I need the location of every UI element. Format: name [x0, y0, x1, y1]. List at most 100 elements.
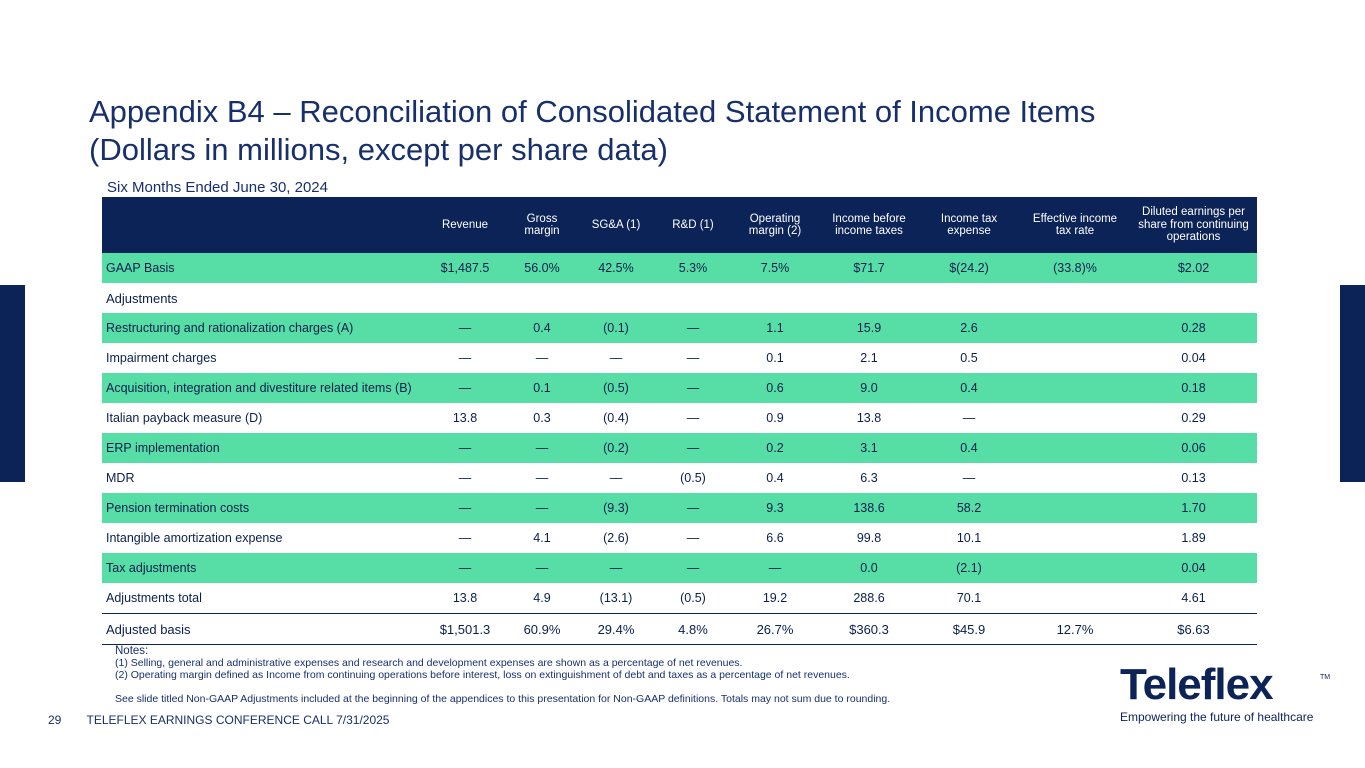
table-cell: (0.5)	[576, 373, 656, 403]
table-cell: (9.3)	[576, 493, 656, 523]
table-cell: 1.89	[1181, 531, 1206, 545]
table-cell: —	[458, 351, 472, 365]
table-cell: —	[609, 351, 623, 365]
table-cell: 0.4	[508, 313, 576, 343]
table-cell: —	[422, 313, 508, 343]
row-label: Adjustments total	[102, 583, 422, 614]
table-cell	[1020, 553, 1130, 583]
table-row-mdr: MDR — — — (0.5) 0.4 6.3 — 0.13	[102, 463, 1257, 493]
table-cell: 58.2	[918, 493, 1020, 523]
table-cell: —	[458, 471, 472, 485]
row-label: Intangible amortization expense	[106, 531, 283, 545]
table-cell: —	[686, 351, 700, 365]
table-row-impairment: Impairment charges — — — — 0.1 2.1 0.5 0.04	[102, 343, 1257, 373]
table-cell: —	[535, 351, 549, 365]
table-cell: 1.1	[730, 313, 820, 343]
table-cell: 4.61	[1130, 583, 1257, 614]
table-cell: —	[686, 411, 700, 425]
table-cell: 13.8	[452, 411, 478, 425]
table-cell: $45.9	[918, 613, 1020, 645]
table-cell: 13.8	[422, 583, 508, 614]
table-cell: —	[576, 553, 656, 583]
table-row-intangible: Intangible amortization expense — 4.1 (2.6)…	[102, 523, 1257, 553]
row-label: ERP implementation	[102, 433, 422, 463]
table-cell: (0.2)	[576, 433, 656, 463]
table-cell: (2.6)	[603, 531, 629, 545]
row-label: Tax adjustments	[102, 553, 422, 583]
header-cell	[102, 197, 422, 253]
table-cell	[1020, 493, 1130, 523]
table-cell: 0.04	[1130, 553, 1257, 583]
table-cell: $2.02	[1130, 253, 1257, 283]
table-cell: 4.9	[508, 583, 576, 614]
table-cell: 10.1	[956, 531, 982, 545]
table-cell	[1020, 343, 1130, 373]
table-row-italian: Italian payback measure (D) 13.8 0.3 (0.4) —…	[102, 403, 1257, 433]
table-cell: 7.5%	[730, 253, 820, 283]
table-cell: 0.4	[766, 471, 784, 485]
table-cell: 0.04	[1181, 351, 1206, 365]
table-cell: 13.8	[856, 411, 882, 425]
table-cell: 138.6	[820, 493, 918, 523]
table-row-adjustments-heading: Adjustments	[102, 283, 1257, 313]
see-note: See slide titled Non-GAAP Adjustments in…	[115, 693, 891, 705]
table-cell: 5.3%	[656, 253, 730, 283]
table-cell	[1020, 313, 1130, 343]
table-cell: 26.7%	[730, 613, 820, 645]
table-cell: 2.6	[918, 313, 1020, 343]
table-cell: 15.9	[820, 313, 918, 343]
table-cell: 6.6	[766, 531, 784, 545]
table-cell: (13.1)	[576, 583, 656, 614]
table-cell: —	[962, 411, 976, 425]
table-cell: 3.1	[820, 433, 918, 463]
note-1: (1) Selling, general and administrative …	[115, 657, 743, 669]
header-cell: Operating margin (2)	[730, 197, 820, 253]
row-label: Adjusted basis	[102, 613, 422, 645]
table-cell: —	[730, 553, 820, 583]
table-cell: 0.4	[918, 433, 1020, 463]
table-cell: $71.7	[820, 253, 918, 283]
table-cell: 9.3	[730, 493, 820, 523]
header-cell: Income before income taxes	[820, 197, 918, 253]
footer-text: TELEFLEX EARNINGS CONFERENCE CALL 7/31/2…	[86, 713, 390, 727]
table-cell: —	[422, 433, 508, 463]
header-cell: Effective income tax rate	[1020, 197, 1130, 253]
table-row-adjusted-basis: Adjusted basis $1,501.3 60.9% 29.4% 4.8% 26.7…	[102, 613, 1257, 645]
table-cell	[1020, 433, 1130, 463]
title-line-2: (Dollars in millions, except per share d…	[89, 132, 668, 167]
table-cell: —	[656, 313, 730, 343]
table-cell: 19.2	[730, 583, 820, 614]
header-cell: Revenue	[422, 197, 508, 253]
row-label: Italian payback measure (D)	[106, 411, 263, 425]
teleflex-logo: Teleflex TM Empowering the future of hea…	[1120, 660, 1330, 725]
table-cell: 70.1	[918, 583, 1020, 614]
period-subtitle: Six Months Ended June 30, 2024	[107, 179, 328, 196]
table-cell: (33.8)%	[1020, 253, 1130, 283]
header-cell: R&D (1)	[656, 197, 730, 253]
table-cell: —	[535, 471, 549, 485]
table-cell: 4.1	[533, 531, 551, 545]
footer: 29 TELEFLEX EARNINGS CONFERENCE CALL 7/3…	[48, 713, 389, 727]
table-cell: 0.29	[1181, 411, 1206, 425]
logo-wordmark: Teleflex	[1120, 660, 1274, 709]
table-cell: 56.0%	[508, 253, 576, 283]
notes-heading: Notes:	[115, 645, 149, 657]
table-cell: 0.18	[1130, 373, 1257, 403]
table-cell	[1020, 583, 1130, 614]
row-label: GAAP Basis	[102, 253, 422, 283]
table-cell: 12.7%	[1020, 613, 1130, 645]
table-row-adjustments-total: Adjustments total 13.8 4.9 (13.1) (0.5) 19.2 2…	[102, 583, 1257, 614]
table-cell: 99.8	[856, 531, 882, 545]
table-cell: —	[508, 493, 576, 523]
table-cell	[1020, 523, 1130, 553]
table-cell: —	[656, 373, 730, 403]
table-cell: 0.06	[1130, 433, 1257, 463]
title-line-1: Appendix B4 – Reconciliation of Consolid…	[89, 94, 1096, 129]
table-cell: 0.13	[1181, 471, 1206, 485]
table-cell: 2.1	[860, 351, 878, 365]
section-label: Adjustments	[106, 290, 178, 306]
table-cell: (0.1)	[576, 313, 656, 343]
table-cell: 0.4	[918, 373, 1020, 403]
table-row-tax: Tax adjustments — — — — —0.0 (2.1) 0.04	[102, 553, 1257, 583]
table-cell: (0.5)	[680, 471, 706, 485]
